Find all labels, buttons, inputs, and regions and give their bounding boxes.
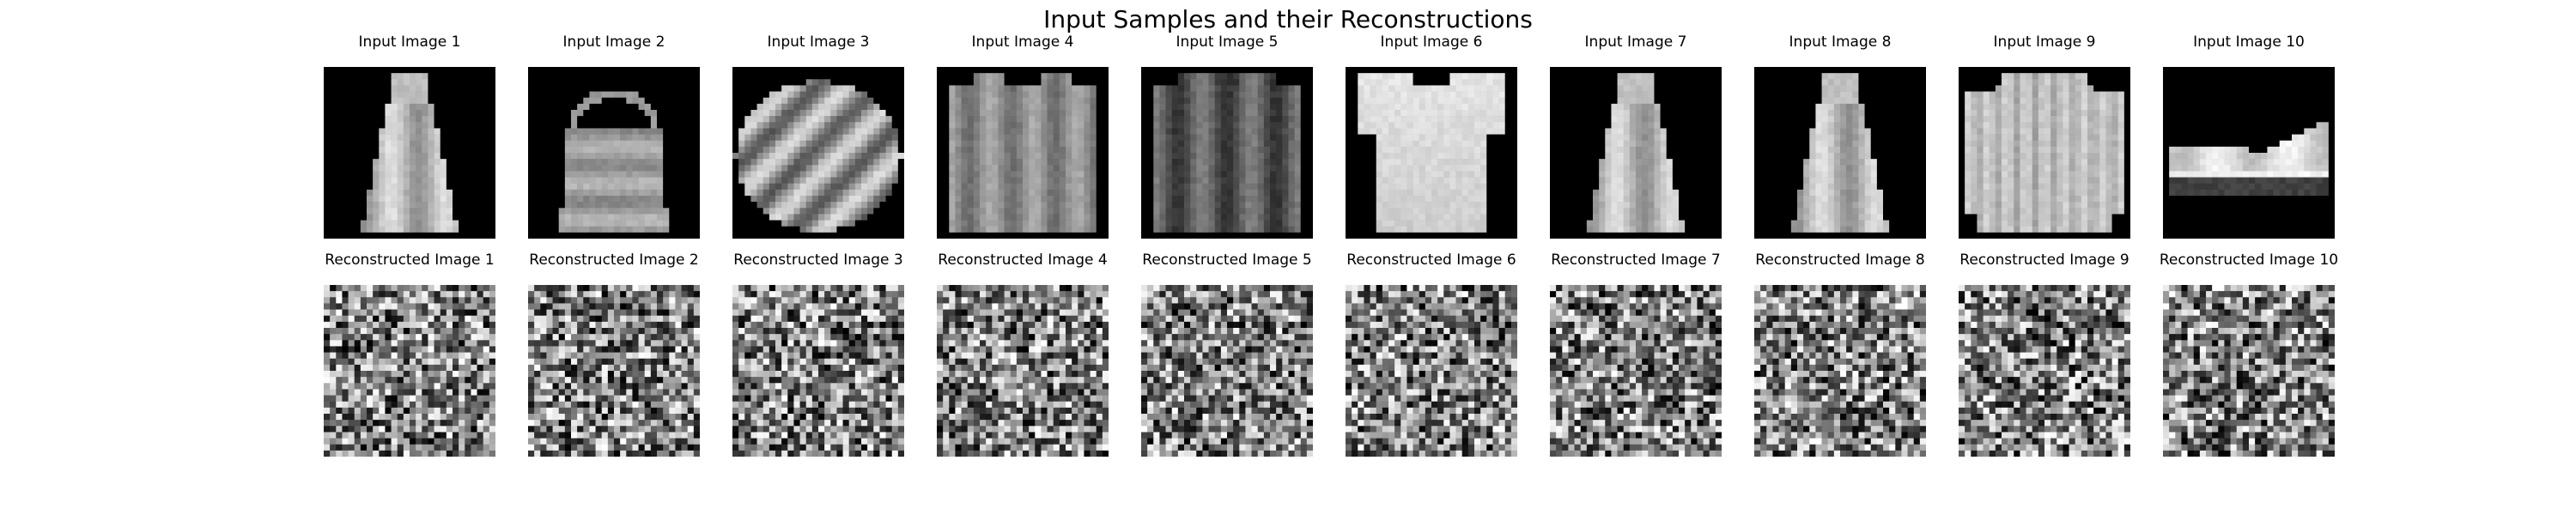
input-image [732,67,904,239]
input-image [1754,67,1926,239]
input-subplot: Input Image 1 [324,33,495,239]
input-subplot: Input Image 9 [1959,33,2130,239]
input-subplot: Input Image 10 [2163,33,2335,239]
input-subplot: Input Image 7 [1550,33,1722,239]
reconstructed-image [732,285,904,457]
reconstructed-image [1141,285,1313,457]
reconstructed-image [937,285,1109,457]
reconstructed-image [1754,285,1926,457]
reconstructed-image [1959,285,2130,457]
input-subplot: Input Image 6 [1346,33,1517,239]
reconstruction-subplot: Reconstructed Image 4 [937,251,1109,457]
reconstructed-image [1550,285,1722,457]
reconstruction-subplot: Reconstructed Image 1 [324,251,495,457]
input-image [324,67,495,239]
input-image [2163,67,2335,239]
reconstruction-subplot: Reconstructed Image 10 [2163,251,2335,457]
input-subplot: Input Image 3 [732,33,904,239]
subplot-title: Reconstructed Image 10 [2129,251,2369,270]
reconstruction-subplot: Reconstructed Image 3 [732,251,904,457]
subplot-title: Input Image 10 [2129,33,2369,52]
figure-title: Input Samples and their Reconstructions [0,5,2576,34]
reconstruction-subplot: Reconstructed Image 9 [1959,251,2130,457]
reconstructed-image [528,285,700,457]
input-image [937,67,1109,239]
input-image [1550,67,1722,239]
input-image [528,67,700,239]
reconstruction-subplot: Reconstructed Image 6 [1346,251,1517,457]
input-subplot: Input Image 4 [937,33,1109,239]
input-image [1959,67,2130,239]
input-image [1346,67,1517,239]
reconstructed-image [2163,285,2335,457]
input-subplot: Input Image 2 [528,33,700,239]
input-subplot: Input Image 8 [1754,33,1926,239]
reconstruction-subplot: Reconstructed Image 8 [1754,251,1926,457]
input-subplot: Input Image 5 [1141,33,1313,239]
input-image [1141,67,1313,239]
reconstruction-subplot: Reconstructed Image 7 [1550,251,1722,457]
reconstructed-image [324,285,495,457]
reconstruction-subplot: Reconstructed Image 5 [1141,251,1313,457]
reconstruction-subplot: Reconstructed Image 2 [528,251,700,457]
reconstructed-image [1346,285,1517,457]
